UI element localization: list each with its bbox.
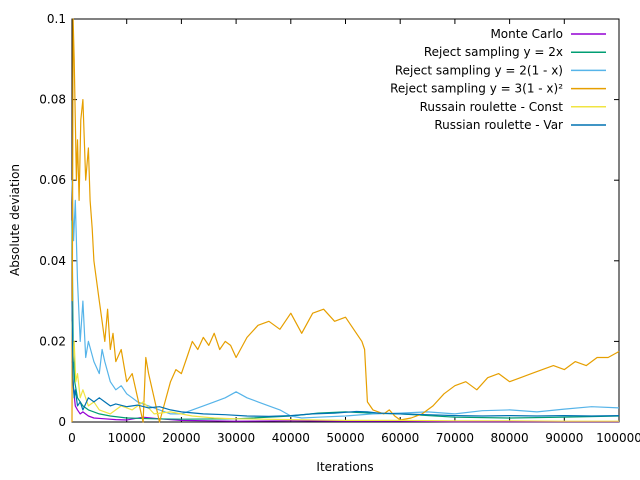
series-line-4: [71, 18, 620, 423]
legend-label: Reject sampling y = 2(1 - x): [395, 63, 563, 77]
legend-label: Russain roulette - Const: [420, 100, 564, 114]
legend-label: Reject sampling y = 2x: [424, 45, 563, 59]
x-tick-label: 0: [68, 431, 76, 445]
x-tick-label: 80000: [491, 431, 529, 445]
x-tick-label: 100000: [596, 431, 640, 445]
x-tick-label: 60000: [381, 431, 419, 445]
y-tick-label: 0.02: [39, 334, 66, 348]
x-tick-label: 40000: [272, 431, 310, 445]
y-axis-label: Absolute deviation: [8, 164, 22, 276]
legend-label: Reject sampling y = 3(1 - x)²: [390, 82, 563, 96]
series-layer: [71, 18, 620, 423]
series-line-3: [71, 180, 620, 419]
y-tick-label: 0.04: [39, 254, 66, 268]
x-tick-label: 70000: [436, 431, 474, 445]
x-tick-label: 20000: [162, 431, 200, 445]
y-tick-label: 0.1: [47, 12, 66, 26]
series-line-6: [71, 301, 620, 417]
legend-label: Russian roulette - Var: [434, 118, 563, 132]
x-tick-label: 30000: [217, 431, 255, 445]
x-axis-ticks: 0 10000 20000 30000 40000 50000 60000 70000 8000…: [68, 19, 640, 445]
legend-label: Monte Carlo: [490, 27, 563, 41]
x-tick-label: 50000: [326, 431, 364, 445]
x-tick-label: 90000: [545, 431, 583, 445]
x-tick-label: 10000: [108, 431, 146, 445]
legend: Monte Carlo Reject sampling y = 2x Reject …: [390, 27, 606, 132]
y-tick-label: 0.08: [39, 93, 66, 107]
plot-area-frame: [71, 18, 620, 423]
y-axis-ticks: 0 0.02 0.04 0.06 0.08 0.1: [39, 12, 619, 429]
y-tick-label: 0.06: [39, 173, 66, 187]
y-tick-label: 0: [58, 415, 66, 429]
series-line-2: [71, 220, 620, 420]
series-line-5: [71, 321, 619, 422]
x-axis-label: Iterations: [316, 460, 373, 474]
